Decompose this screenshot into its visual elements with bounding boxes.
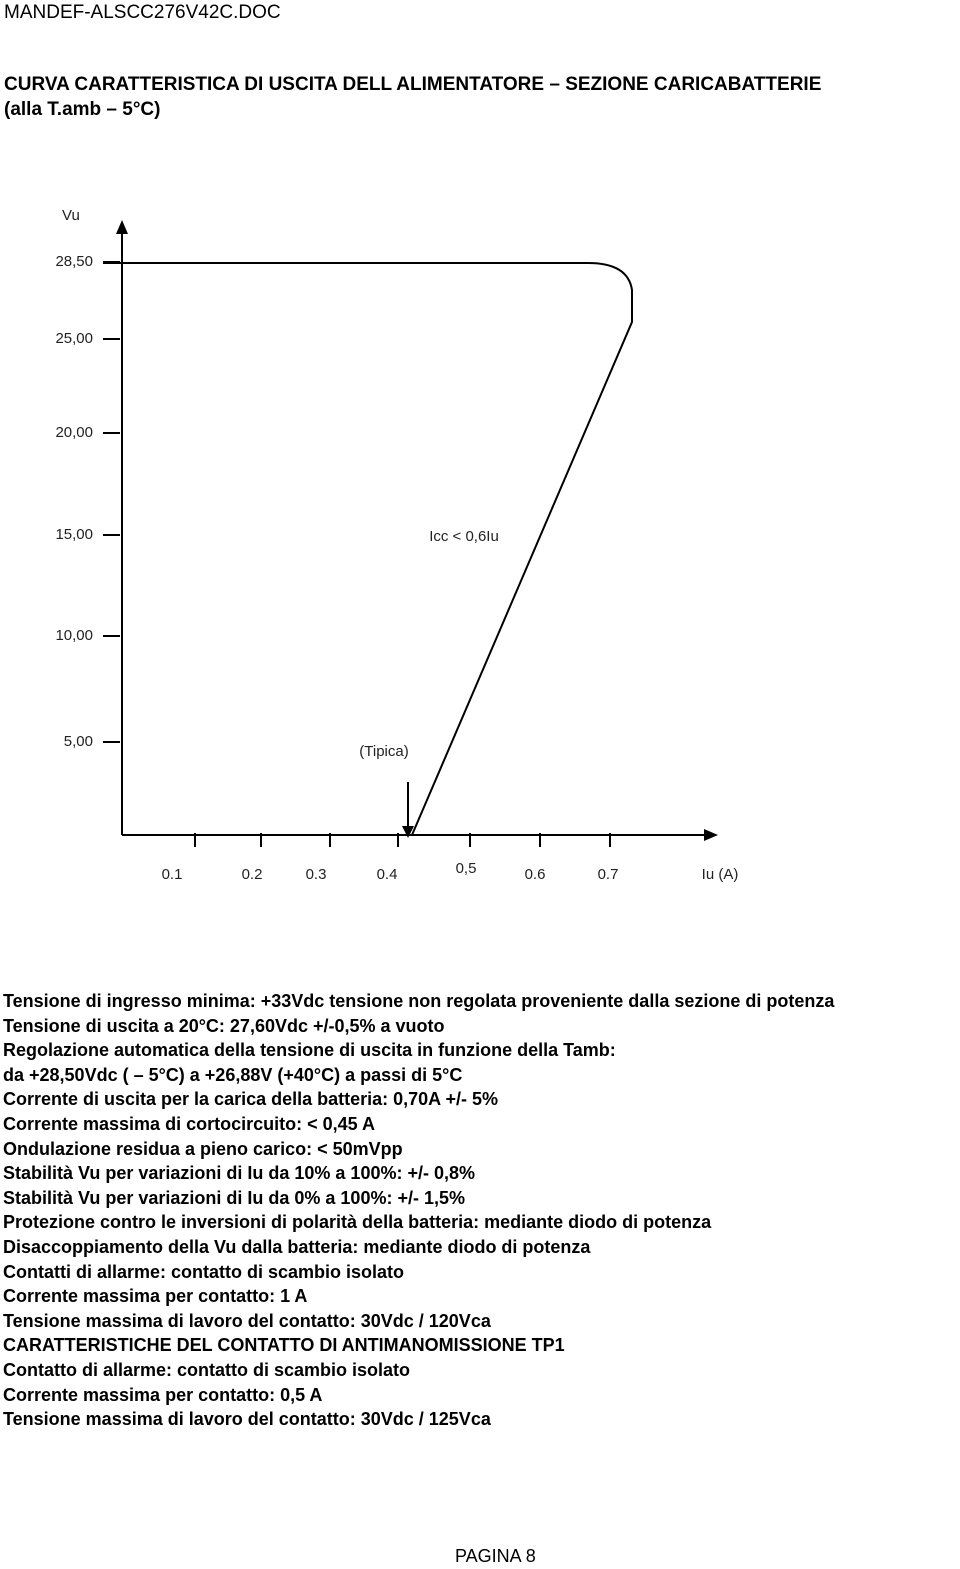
spec-line: Corrente massima di cortocircuito: < 0,4…: [3, 1113, 375, 1134]
title-line: (alla T.amb – 5°C): [4, 99, 161, 120]
spec-line: CARATTERISTICHE DEL CONTATTO DI ANTIMANO…: [3, 1335, 565, 1356]
y-tick-label: 15,00: [55, 526, 93, 543]
spec-line: Tensione massima di lavoro del contatto:…: [3, 1310, 491, 1331]
spec-line: Regolazione automatica della tensione di…: [3, 1040, 616, 1061]
spec-line: Corrente massima per contatto: 1 A: [3, 1286, 308, 1307]
spec-line: Stabilità Vu per variazioni di Iu da 0% …: [3, 1187, 465, 1208]
x-axis-label: Iu (A): [702, 866, 739, 883]
x-arrow-head: [704, 829, 718, 841]
x-tick-label: 0.1: [162, 866, 183, 883]
spec-line: Tensione massima di lavoro del contatto:…: [3, 1409, 491, 1430]
figure: Vu 28,50 25,00 20,00 15,00 10,00 5,00 0.1 0.2 0.3…: [55, 207, 739, 883]
specs: Tensione di ingresso minima: +33Vdc tens…: [3, 989, 834, 1432]
spec-line: Tensione di ingresso minima: +33Vdc tens…: [3, 991, 835, 1011]
x-tick-label: 0.2: [242, 866, 263, 883]
header: MANDEF-ALSCC276V42C.DOC: [4, 2, 281, 23]
spec-line: Contatti di allarme: contatto di scambio…: [3, 1261, 405, 1282]
x-tick-label: 0,5: [456, 860, 477, 877]
x-tick-label: 0.4: [377, 866, 398, 883]
x-tick-label: 0.6: [525, 866, 546, 883]
x-tick-label: 0.3: [306, 866, 327, 883]
y-tick-label: 28,50: [55, 253, 93, 270]
spec-line: Stabilità Vu per variazioni di Iu da 10%…: [3, 1163, 475, 1184]
y-arrow-head: [116, 220, 128, 234]
annotation: (Tipica): [359, 743, 408, 760]
tipica-arrow-head: [402, 826, 414, 838]
footer: PAGINA 8: [455, 1546, 536, 1566]
title: CURVA CARATTERISTICA DI USCITA DELL ALIM…: [4, 72, 821, 122]
spec-line: Corrente massima per contatto: 0,5 A: [3, 1384, 323, 1405]
spec-line: Disaccoppiamento della Vu dalla batteria…: [3, 1236, 591, 1257]
annotation: Icc < 0,6Iu: [429, 528, 499, 545]
y-tick-label: 20,00: [55, 424, 93, 441]
spec-line: Corrente di uscita per la carica della b…: [3, 1089, 499, 1110]
y-tick-label: 25,00: [55, 330, 93, 347]
curve: [103, 262, 633, 836]
spec-line: da +28,50Vdc ( – 5°C) a +26,88V (+40°C) …: [3, 1064, 463, 1085]
y-axis-label: Vu: [62, 207, 80, 224]
spec-line: Ondulazione residua a pieno carico: < 50…: [3, 1138, 403, 1159]
x-tick-label: 0.7: [598, 866, 619, 883]
spec-line: Tensione di uscita a 20°C: 27,60Vdc +/-0…: [3, 1015, 445, 1036]
title-line: CURVA CARATTERISTICA DI USCITA DELL ALIM…: [4, 74, 822, 95]
y-tick-label: 5,00: [64, 733, 93, 750]
spec-line: Protezione contro le inversioni di polar…: [3, 1212, 712, 1233]
y-tick-label: 10,00: [55, 627, 93, 644]
spec-line: Contatto di allarme: contatto di scambio…: [3, 1359, 411, 1380]
